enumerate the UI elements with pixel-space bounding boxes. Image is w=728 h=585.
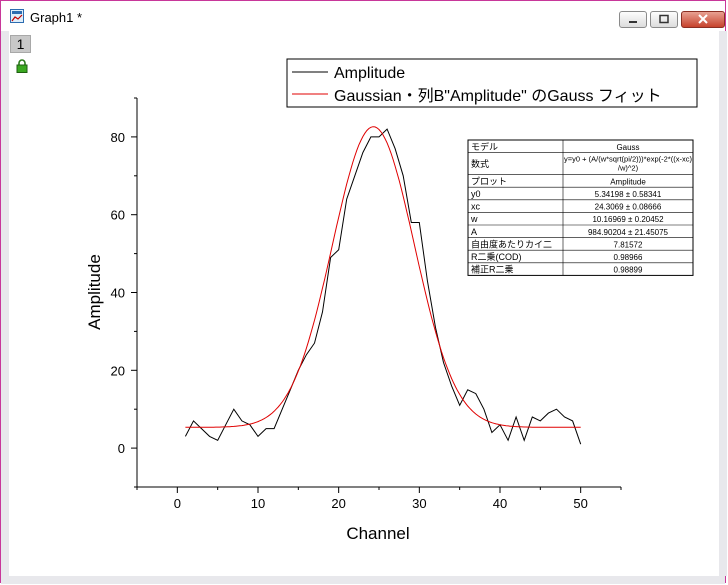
maximize-icon <box>659 14 669 24</box>
table-cell-label: A <box>471 227 477 237</box>
graph-window-icon <box>10 9 24 23</box>
fit-results-table: モデル Gauss 数式 y=y0 + (A/(w*sqrt(pi/2)))*exp(… <box>467 139 694 276</box>
maximize-button[interactable] <box>650 11 678 28</box>
window-title: Graph1 * <box>30 10 83 25</box>
y-tick-label: 60 <box>111 208 125 223</box>
table-cell-label: 自由度あたりカイ二 <box>471 238 552 249</box>
table-cell-value: y=y0 + (A/(w*sqrt(pi/2)))*exp(-2*((x-xc)… <box>564 155 692 173</box>
table-cell-label: xc <box>471 202 481 212</box>
table-cell-value: 0.98899 <box>614 266 643 275</box>
window-frame-right <box>719 31 727 576</box>
lock-icon[interactable] <box>16 59 28 73</box>
table-cell-label: プロット <box>471 176 507 186</box>
legend: Amplitude Gaussian・列B"Amplitude" のGauss … <box>286 58 698 108</box>
window-frame-left <box>1 31 9 576</box>
y-tick-label: 20 <box>111 363 125 378</box>
table-cell-value: 24.3069 ± 0.08666 <box>595 203 662 212</box>
table-row: プロット Amplitude <box>468 174 693 186</box>
legend-box <box>286 58 698 108</box>
y-axis-label: Amplitude <box>85 254 104 330</box>
table-row: xc 24.3069 ± 0.08666 <box>468 199 693 212</box>
series-gauss-fit-line <box>185 126 581 428</box>
close-icon <box>698 14 708 24</box>
x-tick-label: 0 <box>174 496 181 511</box>
table-row: w 10.16969 ± 0.20452 <box>468 212 693 224</box>
table-cell-value: 984.90204 ± 21.45075 <box>588 228 669 237</box>
table-row: 補正R二乗 0.98899 <box>468 262 693 275</box>
close-button[interactable] <box>681 11 725 28</box>
table-cell-label: 補正R二乗 <box>471 264 514 275</box>
series-amplitude-line <box>184 128 582 445</box>
table-cell-label: モデル <box>471 141 498 152</box>
plot-area <box>184 126 582 445</box>
axis-tick-labels: 0 10 20 30 40 50 0 20 40 60 80 <box>111 130 588 511</box>
table-row: y0 5.34198 ± 0.58341 <box>468 186 693 199</box>
table-row: R二乗(COD) 0.98966 <box>468 249 693 262</box>
x-tick-label: 10 <box>251 496 265 511</box>
table-row: モデル Gauss <box>471 141 640 152</box>
x-tick-label: 30 <box>412 496 426 511</box>
table-row: 数式 y=y0 + (A/(w*sqrt(pi/2)))*exp(-2*((x-x… <box>468 152 693 173</box>
x-tick-label: 40 <box>493 496 507 511</box>
table-cell-value: 10.16969 ± 0.20452 <box>592 215 664 224</box>
table-row: A 984.90204 ± 21.45075 <box>468 224 693 237</box>
x-tick-label: 20 <box>331 496 345 511</box>
table-cell-value: 5.34198 ± 0.58341 <box>595 190 662 199</box>
table-cell-value: 0.98966 <box>614 253 643 262</box>
axis-ticks <box>131 97 622 493</box>
y-tick-label: 80 <box>111 130 125 145</box>
x-tick-label: 50 <box>573 496 587 511</box>
title-bar[interactable]: Graph1 * <box>1 1 725 31</box>
table-cell-value: Gauss <box>616 143 639 152</box>
table-cell-label: y0 <box>471 189 481 199</box>
table-cell-value: 7.81572 <box>614 240 643 249</box>
legend-label-gauss-fit: Gaussian・列B"Amplitude" のGauss フィット <box>334 87 662 105</box>
table-row: 自由度あたりカイ二 7.81572 <box>468 237 693 249</box>
table-cell-label: R二乗(COD) <box>471 251 522 262</box>
layer-1-button[interactable]: 1 <box>10 35 31 53</box>
table-cell-label: w <box>470 214 478 224</box>
minimize-button[interactable] <box>619 11 647 28</box>
graph-canvas[interactable] <box>9 31 719 576</box>
window-frame-bottom <box>1 576 725 584</box>
legend-label-amplitude: Amplitude <box>334 65 405 82</box>
x-axis-label: Channel <box>346 524 409 543</box>
y-tick-label: 40 <box>111 286 125 301</box>
table-cell-label: 数式 <box>471 158 489 169</box>
y-tick-label: 0 <box>118 441 125 456</box>
table-cell-value: Amplitude <box>610 177 646 186</box>
table-frame <box>467 139 694 276</box>
minimize-icon <box>629 21 637 23</box>
